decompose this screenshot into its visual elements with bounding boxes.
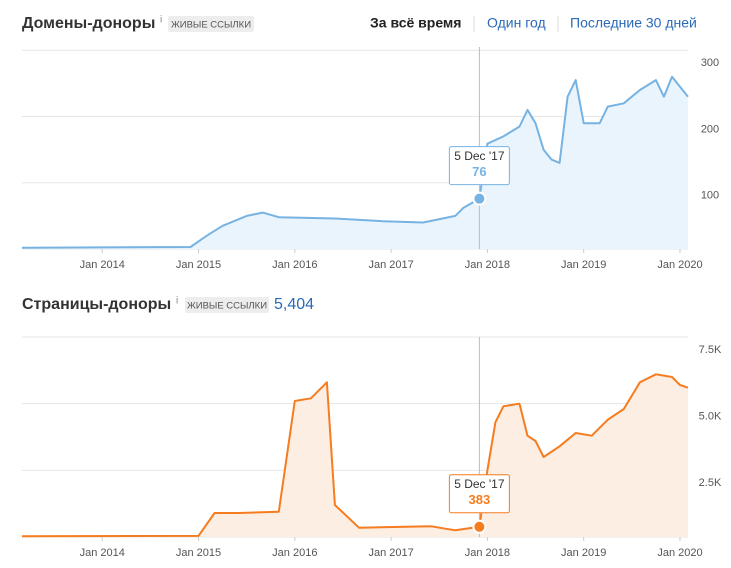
- tooltip-marker: [472, 191, 487, 206]
- chart-title: Домены-доноры: [22, 15, 155, 32]
- y-tick-label: 300: [701, 57, 719, 69]
- badge-bg: [185, 297, 269, 313]
- badge-bg: [168, 16, 254, 32]
- x-tick-label: Jan 2018: [465, 547, 510, 559]
- x-tick-label: Jan 2020: [657, 547, 702, 559]
- line: [21, 373, 689, 538]
- tooltip-value: 383: [469, 492, 491, 507]
- y-tick-label: 2.5K: [699, 477, 722, 489]
- tooltip-marker: [472, 519, 487, 534]
- area: [22, 76, 688, 249]
- tab[interactable]: Последние 30 дней: [570, 15, 697, 31]
- tooltip-value: 76: [472, 164, 486, 179]
- chart-title: Страницы-доноры: [22, 296, 171, 313]
- y-tick-label: 5.0K: [699, 411, 722, 423]
- tooltip-date: 5 Dec '17: [454, 149, 505, 163]
- x-tick-label: Jan 2016: [272, 547, 317, 559]
- y-tick-label: 200: [701, 123, 719, 135]
- y-tick-label: 100: [701, 190, 719, 202]
- total: 5,404: [274, 296, 314, 313]
- x-tick-label: Jan 2018: [465, 259, 510, 271]
- tooltip-box: [448, 474, 510, 514]
- x-tick-label: Jan 2016: [272, 259, 317, 271]
- x-tick-label: Jan 2019: [561, 259, 606, 271]
- x-tick-label: Jan 2014: [80, 547, 125, 559]
- info-icon: i: [160, 15, 162, 26]
- x-tick-label: Jan 2020: [657, 259, 702, 271]
- x-tick-label: Jan 2019: [561, 547, 606, 559]
- x-tick-label: Jan 2017: [368, 547, 413, 559]
- line: [21, 75, 689, 249]
- tab[interactable]: За всё время: [370, 15, 461, 31]
- info-icon: i: [176, 296, 178, 307]
- badge: ЖИВЫЕ ССЫЛКИ: [187, 301, 267, 312]
- x-tick-label: Jan 2017: [368, 259, 413, 271]
- x-tick-label: Jan 2014: [80, 259, 125, 271]
- tooltip-date: 5 Dec '17: [454, 477, 505, 491]
- x-tick-label: Jan 2015: [176, 547, 221, 559]
- tooltip-box: [448, 146, 510, 186]
- badge: ЖИВЫЕ ССЫЛКИ: [171, 20, 251, 31]
- y-tick-label: 7.5K: [699, 344, 722, 356]
- tab[interactable]: Один год: [487, 15, 546, 31]
- x-tick-label: Jan 2015: [176, 259, 221, 271]
- area: [22, 374, 688, 537]
